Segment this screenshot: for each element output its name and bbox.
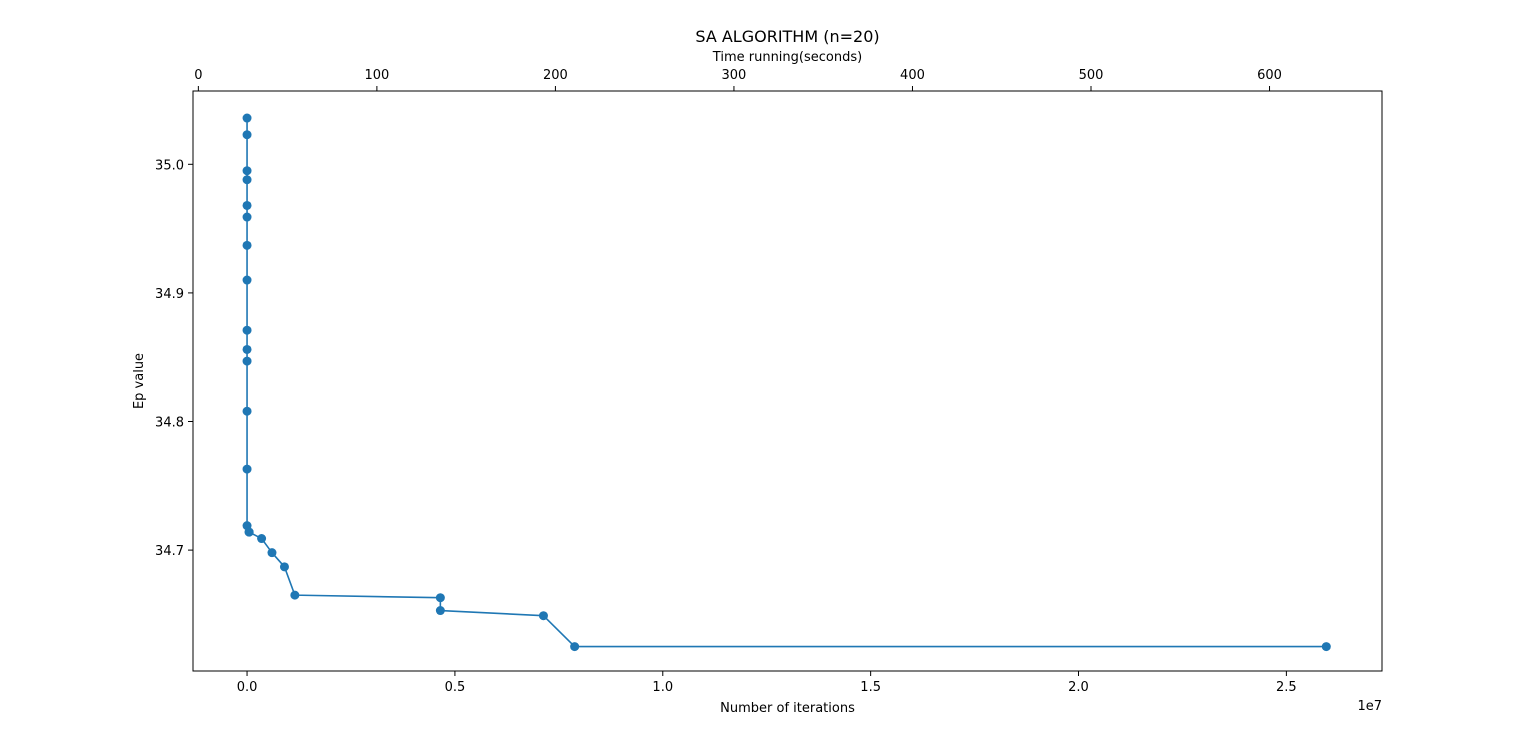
data-point	[242, 406, 252, 416]
data-point	[1321, 642, 1331, 652]
chart-title: SA ALGORITHM (n=20)	[695, 27, 879, 46]
top-x-tick-label: 400	[900, 68, 925, 83]
data-point	[242, 166, 252, 176]
y-ticks: 34.7 34.8 34.9 35.0	[155, 158, 193, 559]
data-point	[242, 200, 252, 210]
data-point	[570, 642, 580, 652]
top-x-tick-label: 200	[543, 68, 568, 83]
data-point	[435, 606, 445, 616]
top-x-tick-label: 0	[194, 68, 202, 83]
x-tick-label: 2.0	[1068, 680, 1089, 695]
data-point	[242, 212, 252, 222]
data-point	[242, 275, 252, 285]
data-point	[538, 611, 548, 621]
data-point	[242, 240, 252, 250]
x-axis-label: Number of iterations	[720, 701, 855, 716]
top-x-tick-label: 600	[1257, 68, 1282, 83]
top-x-tick-label: 100	[364, 68, 389, 83]
x-tick-label: 2.5	[1276, 680, 1297, 695]
x-axis-offset-text: 1e7	[1357, 699, 1382, 714]
data-point	[242, 325, 252, 335]
top-x-axis-label: Time running(seconds)	[712, 50, 862, 65]
data-point	[244, 527, 254, 537]
x-ticks: 0.0 0.5 1.0 1.5 2.0 2.5	[237, 671, 1297, 695]
top-x-tick-label: 300	[722, 68, 747, 83]
data-point	[435, 593, 445, 603]
data-point	[242, 113, 252, 123]
axes-frame	[192, 90, 1383, 672]
data-point	[279, 562, 289, 572]
x-tick-label: 0.0	[237, 680, 258, 695]
y-axis-label: Ep value	[132, 353, 147, 409]
data-point	[257, 534, 267, 544]
data-point	[242, 344, 252, 354]
data-point	[242, 175, 252, 185]
data-point	[242, 130, 252, 140]
x-tick-label: 1.5	[860, 680, 881, 695]
y-tick-label: 35.0	[155, 158, 184, 173]
data-point	[290, 590, 300, 600]
y-tick-label: 34.8	[155, 416, 184, 431]
data-point	[267, 548, 277, 558]
x-tick-label: 0.5	[445, 680, 466, 695]
y-tick-label: 34.9	[155, 287, 184, 302]
top-x-tick-label: 500	[1079, 68, 1104, 83]
data-point	[242, 464, 252, 474]
x-tick-label: 1.0	[652, 680, 673, 695]
data-point	[242, 356, 252, 366]
y-tick-label: 34.7	[155, 544, 184, 559]
top-x-ticks: 0 100 200 300 400 500 600	[194, 68, 1282, 91]
plot-area	[242, 113, 1331, 652]
